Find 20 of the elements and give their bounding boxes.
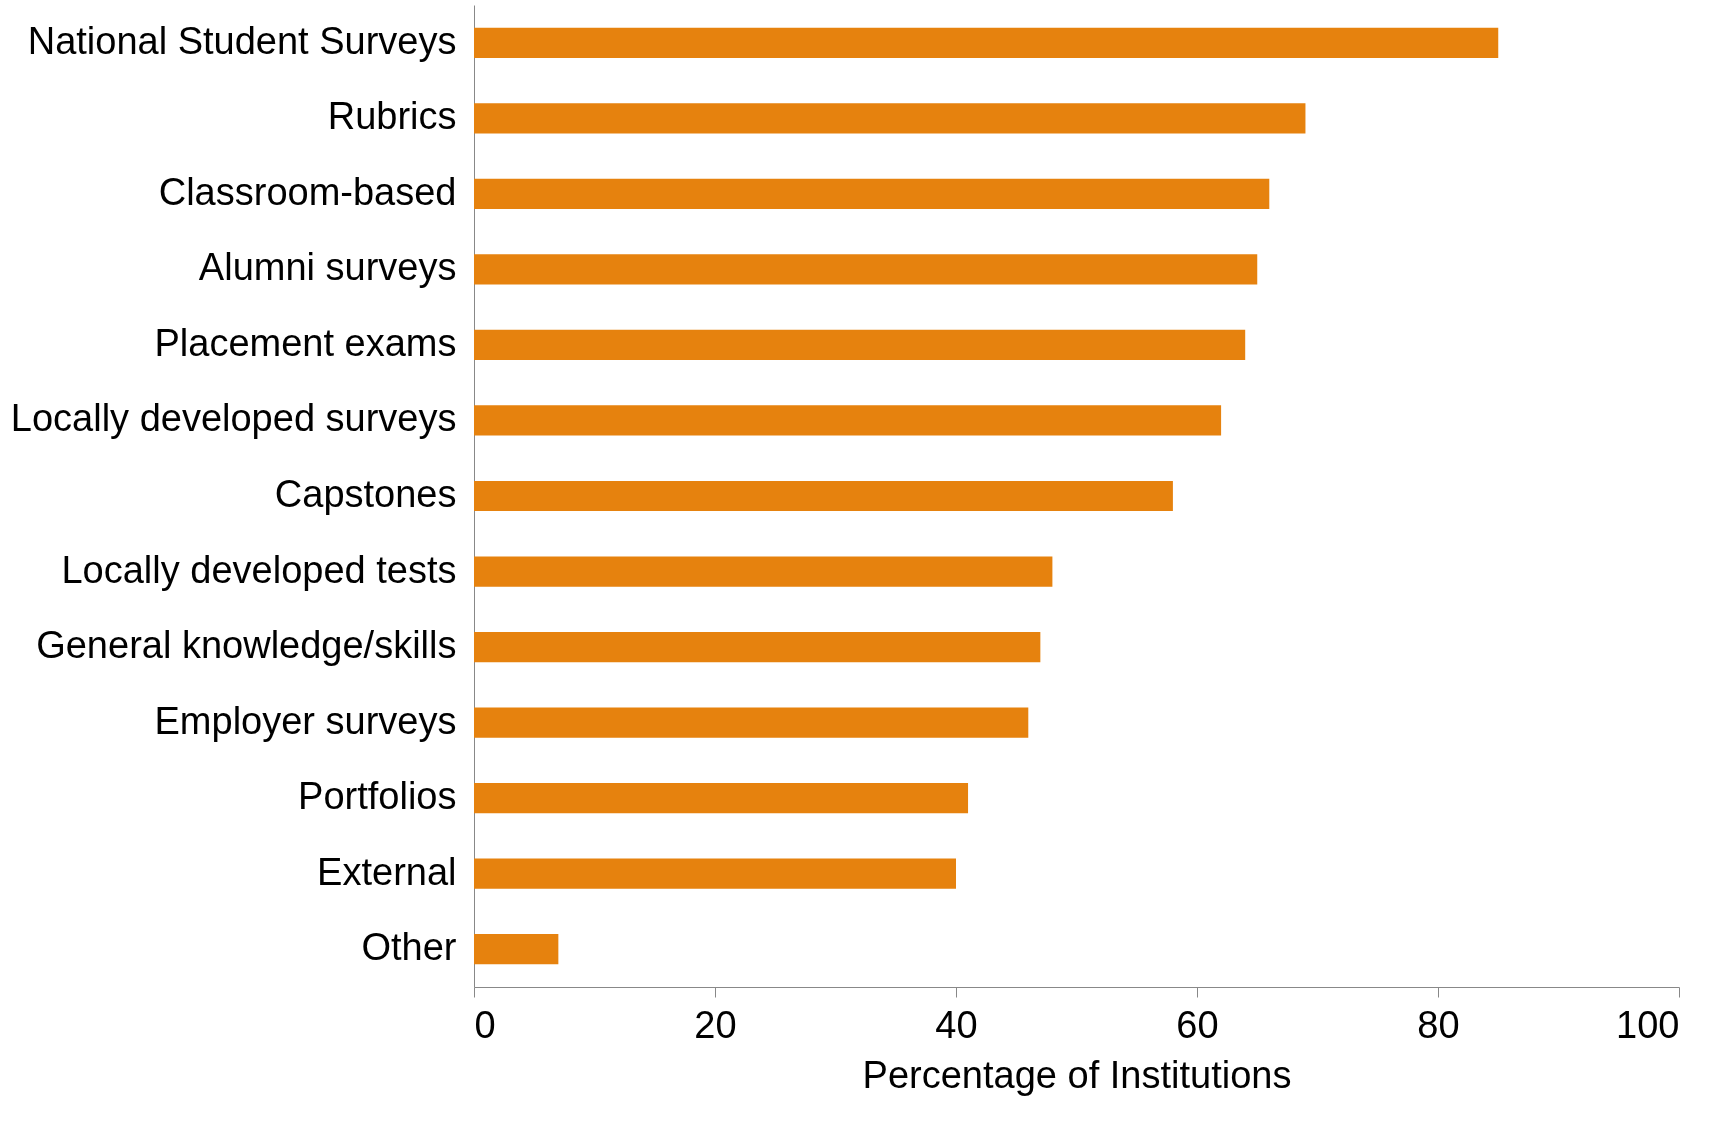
x-tick-label: 100 — [1616, 1003, 1680, 1046]
x-tick-label: 20 — [694, 1003, 737, 1046]
y-tick-label: Classroom-based — [158, 170, 457, 213]
y-tick-label: Rubrics — [327, 95, 457, 138]
y-tick-label: Capstones — [274, 473, 457, 515]
y-tick-label: Portfolios — [298, 775, 457, 818]
x-tick-label: 60 — [1176, 1003, 1219, 1046]
y-tick-label: Placement exams — [154, 321, 457, 364]
x-tick-label: 80 — [1417, 1003, 1460, 1046]
x-tick-label: 40 — [935, 1003, 978, 1046]
y-tick-label: Employer surveys — [154, 699, 457, 742]
y-tick-label: Locally developed surveys — [10, 397, 457, 440]
x-tick-label: 0 — [474, 1003, 496, 1046]
y-tick-label: National Student Surveys — [27, 19, 457, 62]
y-tick-label: Alumni surveys — [198, 246, 457, 289]
x-axis-title: Percentage of Institutions — [862, 1053, 1292, 1096]
y-tick-label: External — [317, 850, 457, 893]
y-tick-label: Other — [361, 926, 457, 969]
y-tick-label: General knowledge/skills — [36, 624, 457, 667]
y-tick-label: Locally developed tests — [61, 548, 457, 591]
